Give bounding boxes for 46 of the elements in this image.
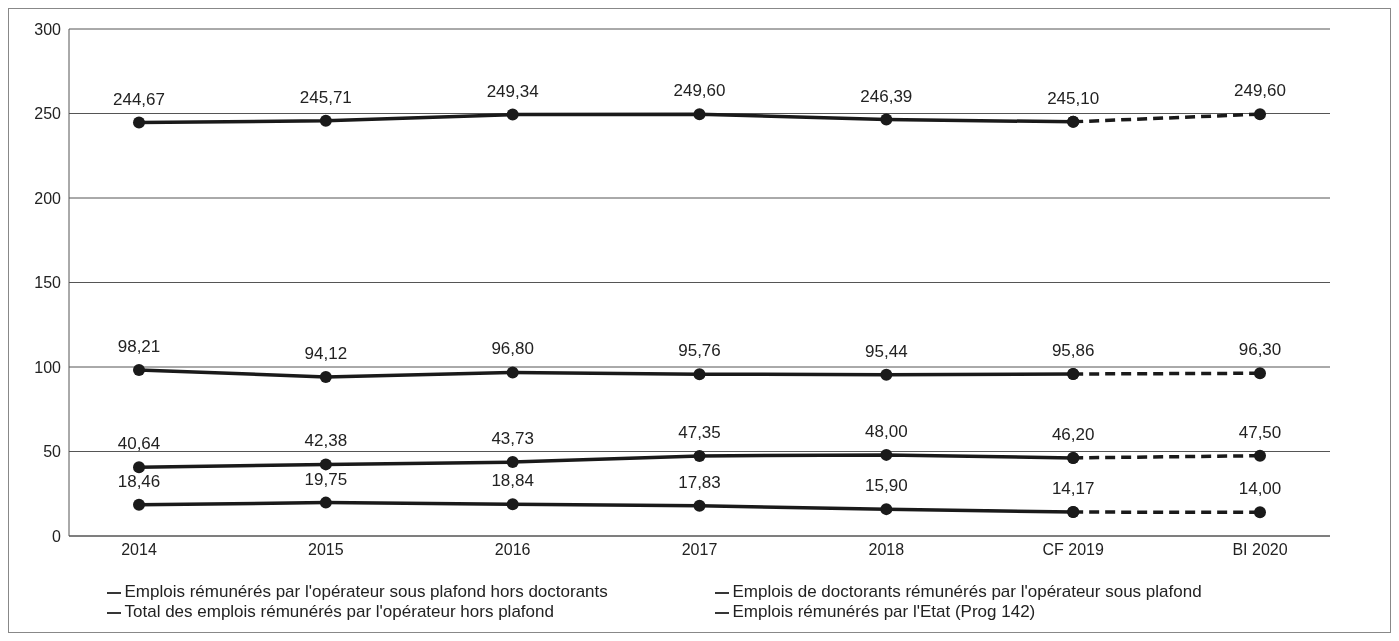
data-label: 47,50 [1238, 422, 1282, 442]
y-tick-label: 200 [34, 189, 62, 207]
data-label: 14,00 [1238, 479, 1282, 499]
legend-label: Emplois rémunérés par l'Etat (Prog 142) [732, 602, 1037, 622]
x-tick-label: 2018 [868, 541, 905, 559]
data-label: 14,17 [1051, 479, 1095, 499]
legend-label: Emplois de doctorants rémunérés par l'opérateur sous plafond [732, 582, 1203, 602]
data-label: 43,73 [491, 429, 534, 449]
data-label: 18,46 [117, 471, 161, 491]
y-tick-label: 250 [34, 105, 62, 123]
data-label: 17,83 [678, 472, 721, 492]
y-tick-label: 100 [34, 358, 62, 376]
y-tick-label: 50 [43, 443, 62, 461]
y-tick-label: 300 [34, 20, 62, 38]
data-label: 244,67 [113, 89, 165, 109]
data-label: 42,38 [304, 431, 348, 451]
data-label: 40,64 [117, 434, 161, 454]
data-label: 96,80 [491, 339, 534, 359]
data-label: 95,76 [678, 341, 721, 361]
x-tick-label: BI 2020 [1232, 541, 1288, 559]
data-label: 249,60 [673, 81, 726, 101]
data-label: 46,20 [1051, 424, 1095, 444]
x-tick-label: CF 2019 [1042, 541, 1104, 559]
data-label: 245,10 [1047, 88, 1100, 108]
data-label: 98,21 [117, 337, 161, 357]
data-label: 47,35 [678, 422, 721, 442]
data-label: 96,30 [1238, 340, 1282, 360]
data-label: 95,44 [865, 341, 908, 361]
x-tick-label: 2016 [494, 541, 531, 559]
y-tick-label: 150 [34, 274, 62, 292]
data-label: 245,71 [299, 87, 352, 107]
x-tick-label: 2014 [121, 541, 157, 559]
data-label: 18,84 [491, 471, 534, 491]
data-label: 19,75 [304, 469, 348, 489]
data-label: 15,90 [865, 476, 908, 496]
data-label: 95,86 [1051, 341, 1095, 360]
data-label: 249,60 [1234, 81, 1286, 101]
x-tick-label: 2017 [681, 541, 718, 559]
data-label: 249,34 [486, 81, 539, 101]
data-label: 94,12 [304, 343, 348, 363]
data-label: 48,00 [865, 421, 908, 441]
legend-label: Total des emplois rémunérés par l'opérateur hors plafond [124, 602, 555, 622]
y-tick-label: 0 [52, 527, 62, 545]
data-label: 246,39 [860, 86, 913, 106]
legend-label: Emplois rémunérés par l'opérateur sous plafond hors doctorants [124, 582, 609, 602]
x-tick-label: 2015 [308, 541, 344, 559]
